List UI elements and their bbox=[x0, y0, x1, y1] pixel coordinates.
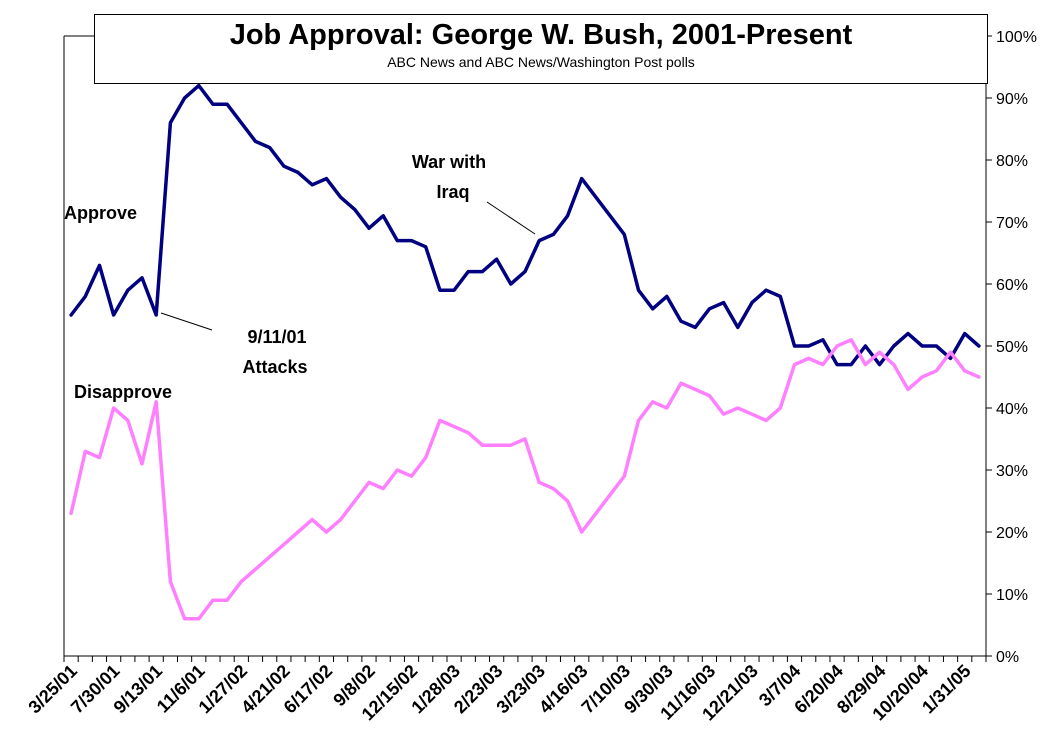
chart-subtitle: ABC News and ABC News/Washington Post po… bbox=[387, 54, 695, 70]
y-tick-label: 30% bbox=[996, 463, 1028, 480]
y-tick-label: 50% bbox=[996, 339, 1028, 356]
y-tick-label: 20% bbox=[996, 525, 1028, 542]
disapprove-series-line bbox=[69, 338, 981, 621]
x-tick-label: 1/31/05 bbox=[918, 661, 975, 718]
chart-title: Job Approval: George W. Bush, 2001-Prese… bbox=[229, 19, 853, 51]
y-tick-label: 80% bbox=[996, 153, 1028, 170]
y-tick-label: 40% bbox=[996, 401, 1028, 418]
approve-label: Approve bbox=[64, 203, 137, 223]
series-group bbox=[69, 83, 981, 621]
x-tick-label: 6/17/02 bbox=[280, 661, 337, 718]
x-axis: 3/25/017/30/019/13/0111/6/011/27/024/21/… bbox=[24, 656, 987, 724]
approve-series-line bbox=[69, 83, 981, 367]
y-axis: 0% 10% 20% 30% 40% 50% 60% 70% 80% 90% 100% bbox=[985, 29, 1037, 666]
y-tick-label: 0% bbox=[996, 649, 1019, 666]
attack-label-line1: 9/11/01 bbox=[247, 327, 306, 347]
attack-leader-line bbox=[160, 312, 213, 331]
y-tick-label: 100% bbox=[996, 29, 1037, 46]
war-leader-line bbox=[486, 201, 536, 235]
war-label-line1: War with bbox=[412, 152, 486, 172]
x-tick-label: 9/13/01 bbox=[110, 661, 167, 718]
y-tick-label: 70% bbox=[996, 215, 1028, 232]
disapprove-label: Disapprove bbox=[74, 382, 172, 402]
plot-frame bbox=[63, 35, 986, 657]
attack-label-line2: Attacks bbox=[242, 357, 307, 377]
y-tick-label: 60% bbox=[996, 277, 1028, 294]
title-box: Job Approval: George W. Bush, 2001-Prese… bbox=[94, 14, 988, 84]
annotations: Approve Disapprove 9/11/01 Attacks War w… bbox=[64, 152, 536, 402]
y-tick-label: 90% bbox=[996, 91, 1028, 108]
y-tick-label: 10% bbox=[996, 587, 1028, 604]
war-label-line2: Iraq bbox=[436, 182, 469, 202]
